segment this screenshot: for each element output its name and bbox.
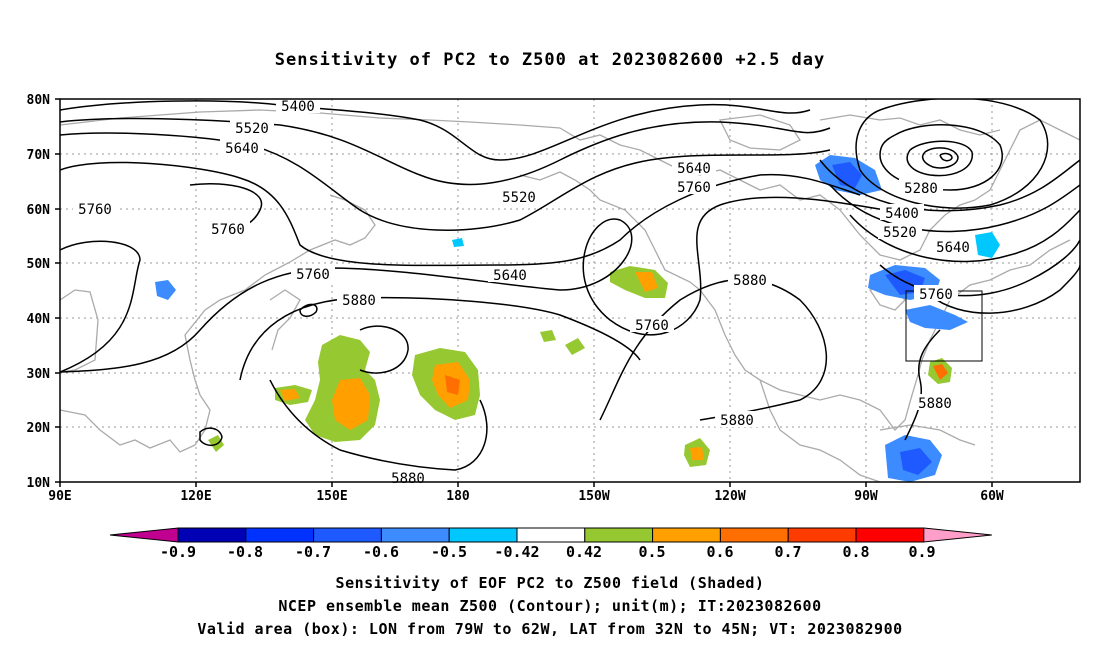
svg-text:5760: 5760	[919, 287, 953, 303]
colorbar-label: -0.42	[494, 543, 539, 561]
colorbar-swatch	[313, 527, 382, 543]
colorbar-label: 0.7	[774, 543, 801, 561]
colorbar-swatch	[923, 527, 992, 543]
coastlines	[60, 109, 1080, 482]
colorbar-swatch	[448, 527, 518, 543]
lat-label: 70N	[27, 148, 51, 163]
svg-text:5520: 5520	[883, 225, 917, 241]
svg-text:5760: 5760	[296, 267, 330, 283]
lat-label: 60N	[27, 203, 51, 218]
svg-text:5640: 5640	[677, 161, 711, 177]
contour-label: 5640	[931, 238, 975, 256]
colorbar-swatch	[719, 527, 789, 543]
colorbar-label: 0.8	[842, 543, 869, 561]
lat-label: 50N	[27, 257, 51, 272]
contour-label: 5760	[914, 285, 958, 303]
svg-text:5880: 5880	[342, 293, 376, 309]
svg-text:5400: 5400	[885, 206, 919, 222]
colorbar-label: -0.8	[227, 543, 263, 561]
lon-label: 150E	[316, 489, 347, 504]
lon-label: 180	[446, 489, 470, 504]
colorbar-label: -0.9	[160, 543, 196, 561]
colorbar-label: -0.7	[295, 543, 331, 561]
lon-label: 60W	[980, 489, 1004, 504]
contour-label: 5520	[230, 119, 274, 137]
contour-label: 5400	[276, 97, 320, 115]
contour-label: 5400	[880, 204, 924, 222]
svg-text:5760: 5760	[78, 202, 112, 218]
colorbar-swatch	[787, 527, 857, 543]
contour-label: 5640	[220, 139, 264, 157]
colorbar-label: 0.5	[638, 543, 665, 561]
lat-label: 30N	[27, 367, 51, 382]
lon-label: 120W	[714, 489, 745, 504]
svg-text:5880: 5880	[391, 471, 425, 487]
footer-line-2: NCEP ensemble mean Z500 (Contour); unit(…	[278, 597, 822, 615]
z500-contours	[60, 99, 1080, 471]
contour-label: 5640	[488, 266, 532, 284]
colorbar	[109, 527, 992, 543]
lat-label: 80N	[27, 93, 51, 108]
contour-label: 5760	[291, 265, 335, 283]
footer-line-1: Sensitivity of EOF PC2 to Z500 field (Sh…	[335, 574, 765, 592]
colorbar-label: 0.9	[908, 543, 935, 561]
contour-label: 5880	[386, 469, 430, 487]
svg-text:5760: 5760	[211, 222, 245, 238]
footer-line-3: Valid area (box): LON from 79W to 62W, L…	[197, 620, 903, 638]
colorbar-swatch	[584, 527, 654, 543]
svg-text:5880: 5880	[918, 396, 952, 412]
contour-label: 5880	[913, 394, 957, 412]
contour-label: 5880	[728, 271, 772, 289]
colorbar-label: 0.6	[706, 543, 733, 561]
contour-label: 5760	[672, 178, 716, 196]
colorbar-swatch	[245, 527, 315, 543]
colorbar-swatch	[855, 527, 925, 543]
colorbar-label: 0.42	[566, 543, 602, 561]
map-title: Sensitivity of PC2 to Z500 at 2023082600…	[274, 50, 826, 70]
lat-label: 20N	[27, 421, 51, 436]
svg-text:5400: 5400	[281, 99, 315, 115]
contour-label: 5880	[715, 411, 759, 429]
svg-text:5880: 5880	[733, 273, 767, 289]
contour-label: 5760	[206, 220, 250, 238]
svg-text:5880: 5880	[720, 413, 754, 429]
lon-label: 90W	[854, 489, 878, 504]
contour-label: 5640	[672, 159, 716, 177]
lon-label: 150W	[578, 489, 609, 504]
contour-label: 5760	[73, 200, 117, 218]
svg-text:5280: 5280	[904, 181, 938, 197]
colorbar-swatch	[652, 527, 721, 543]
lat-labels: 80N 70N 60N 50N 40N 30N 20N 10N	[27, 93, 51, 491]
map-frame	[59, 98, 1081, 483]
contour-labels: 5400 5520 5640 5760 5760 5520 5760 5640 …	[73, 97, 975, 487]
colorbar-swatch	[516, 527, 586, 543]
colorbar-labels: -0.9 -0.8 -0.7 -0.6 -0.5 -0.42 0.42 0.5 …	[160, 543, 936, 561]
colorbar-swatch	[380, 527, 450, 543]
lat-label: 40N	[27, 312, 51, 327]
colorbar-label: -0.5	[431, 543, 467, 561]
svg-text:5760: 5760	[635, 318, 669, 334]
contour-label: 5280	[899, 179, 943, 197]
svg-text:5640: 5640	[225, 141, 259, 157]
svg-text:5760: 5760	[677, 180, 711, 196]
svg-text:5640: 5640	[493, 268, 527, 284]
contour-label: 5520	[878, 223, 922, 241]
colorbar-label: -0.6	[363, 543, 399, 561]
lon-label: 120E	[180, 489, 211, 504]
lon-labels: 90E 120E 150E 180 150W 120W 90W 60W	[48, 489, 1004, 504]
contour-label: 5520	[497, 188, 541, 206]
svg-text:5640: 5640	[936, 240, 970, 256]
lat-label: 10N	[27, 476, 51, 491]
lon-label: 90E	[48, 489, 71, 504]
contour-label: 5880	[337, 291, 381, 309]
contour-label: 5760	[630, 316, 674, 334]
svg-text:5520: 5520	[235, 121, 269, 137]
colorbar-swatch	[109, 527, 179, 543]
axis-ticks	[55, 98, 993, 487]
svg-text:5520: 5520	[502, 190, 536, 206]
colorbar-swatch	[177, 527, 247, 543]
